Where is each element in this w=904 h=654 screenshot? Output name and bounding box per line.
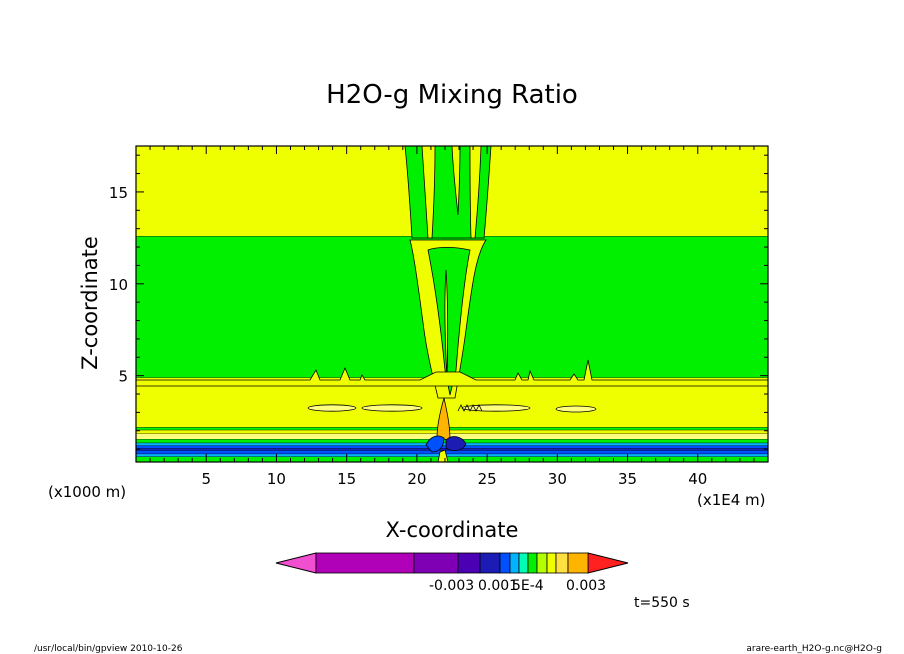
colorbar-swatch	[518, 552, 529, 574]
lens-4	[555, 405, 597, 413]
y-tick-label: 10	[109, 276, 128, 294]
colorbar-swatch	[546, 552, 557, 574]
colorbar-swatch	[479, 552, 501, 574]
core-blue-left	[425, 435, 445, 453]
colorbar-swatch	[555, 552, 569, 574]
x-tick-label: 25	[478, 470, 497, 488]
x-tick-label: 35	[618, 470, 637, 488]
contour-layer-2	[136, 450, 768, 454]
y-tick-label: 5	[118, 368, 128, 386]
colorbar-label: -0.003	[429, 578, 474, 594]
contour-layer-1	[136, 453, 768, 457]
x-tick-label: 10	[267, 470, 286, 488]
x-axis-ticks: 5 10 15 20 25 30 35 40	[149, 146, 755, 488]
y-unit-label: (x1000 m)	[48, 483, 126, 501]
colorbar-label: 0.001	[478, 578, 518, 594]
plume-upper-yellow-center	[451, 146, 461, 216]
lens-3	[461, 404, 531, 412]
core-blue-right	[445, 436, 467, 452]
contour-layer-9	[136, 427, 768, 430]
x-tick-label: 15	[337, 470, 356, 488]
colorbar-label: 5E-4	[512, 578, 544, 594]
chart-title: H2O-g Mixing Ratio	[326, 80, 578, 110]
layer-edge-spikes	[136, 359, 768, 387]
contour-field	[136, 146, 768, 462]
plume-upper-yellow-left	[421, 146, 436, 239]
x-axis-label: X-coordinate	[386, 518, 519, 542]
core-orange	[436, 397, 451, 441]
x-unit-label: (x1E4 m)	[697, 491, 766, 509]
colorbar-label: 0.003	[566, 578, 606, 594]
x-tick-label: 30	[548, 470, 567, 488]
colorbar	[275, 552, 629, 574]
core-bottom-yellow	[437, 449, 449, 462]
colorbar-swatch	[536, 552, 548, 574]
colorbar-arrow-right	[587, 552, 629, 574]
footer-right: arare-earth_H2O-g.nc@H2O-g	[746, 644, 882, 654]
x-tick-label: 40	[688, 470, 707, 488]
x-tick-label: 5	[201, 470, 211, 488]
colorbar-arrow-left	[275, 552, 317, 574]
contour-layer-8	[136, 429, 768, 434]
colorbar-swatch	[315, 552, 415, 574]
y-tick-label: 15	[109, 184, 128, 202]
lens-1	[307, 404, 357, 412]
contour-layer-0	[136, 456, 768, 462]
plume-middle-green	[427, 246, 471, 396]
y-axis-label: Z-coordinate	[78, 236, 102, 370]
plot-frame	[135, 145, 769, 463]
lens-2	[361, 404, 423, 412]
colorbar-swatch	[413, 552, 459, 574]
colorbar-swatch	[567, 552, 589, 574]
colorbar-swatch	[457, 552, 481, 574]
lens-zigzag	[457, 404, 483, 412]
colorbar-swatch	[527, 552, 538, 574]
colorbar-swatch	[509, 552, 520, 574]
plume-upper-yellow-right	[469, 146, 482, 239]
x-tick-label: 20	[407, 470, 426, 488]
footer-left: /usr/local/bin/gpview 2010-10-26	[34, 644, 183, 654]
colorbar-swatch	[499, 552, 511, 574]
y-axis-ticks: 5 10 15	[109, 154, 768, 450]
time-annotation: t=550 s	[634, 595, 690, 611]
